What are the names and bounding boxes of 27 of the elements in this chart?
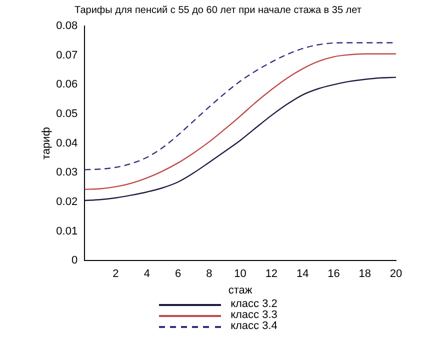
line-series: [84, 53, 396, 190]
x-tick-label: 18: [358, 268, 371, 280]
y-tick-label: 0.02: [56, 196, 78, 208]
y-tick-label: 0.01: [56, 225, 78, 238]
x-tick-label: 2: [112, 268, 119, 280]
legend-label: класс 3.3: [230, 309, 278, 321]
x-tick-label: 4: [144, 268, 150, 280]
x-tick-label: 14: [296, 268, 309, 280]
legend-label: класс 3.2: [230, 298, 278, 310]
y-tick-label: 0: [71, 254, 78, 267]
chart-title: Тарифы для пенсий с 55 до 60 лет при начале стажа в 35 лет: [74, 4, 362, 16]
x-tick-label: 12: [265, 268, 278, 280]
x-tick-label: 8: [206, 268, 212, 280]
x-tick-label: 16: [328, 268, 340, 280]
y-tick-label: 0.04: [56, 137, 78, 150]
x-tick-label: 20: [390, 268, 402, 280]
x-axis-title: стаж: [228, 284, 253, 296]
line-series: [84, 76, 396, 202]
y-tick-label: 0.03: [56, 166, 78, 179]
y-axis-title: тариф: [40, 127, 53, 160]
y-tick-label: 0.08: [56, 20, 78, 32]
y-tick-label: 0.05: [56, 108, 78, 120]
x-tick-label: 10: [234, 268, 246, 280]
x-tick-label: 6: [174, 268, 182, 280]
legend-label: класс 3.4: [230, 320, 278, 332]
y-tick-label: 0.07: [56, 49, 78, 62]
y-tick-label: 0.06: [56, 78, 78, 91]
